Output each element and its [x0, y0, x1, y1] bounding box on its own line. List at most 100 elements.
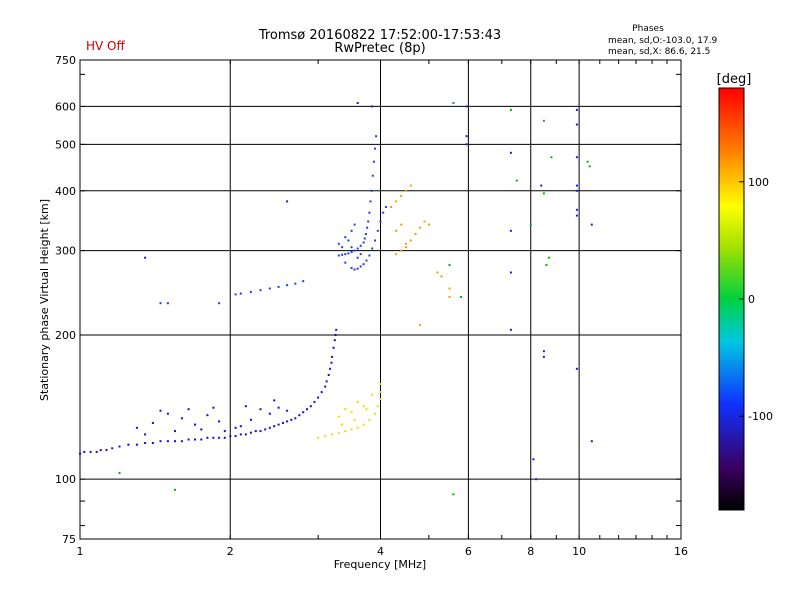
data-point: [151, 442, 154, 444]
data-point: [347, 239, 350, 242]
data-point: [356, 256, 359, 259]
data-point: [344, 408, 347, 411]
data-point: [259, 430, 262, 433]
y-tick-label: 300: [55, 245, 76, 258]
data-point: [586, 160, 589, 163]
colorbar-ticks: 100 0 -100: [739, 176, 773, 423]
chart-title: Tromsø 20160822 17:52:00-17:53:43: [258, 28, 501, 43]
data-point: [223, 436, 226, 439]
data-point: [218, 302, 221, 305]
data-point: [350, 267, 353, 269]
data-point: [395, 229, 398, 232]
data-point: [535, 478, 538, 481]
data-point: [286, 200, 289, 203]
data-point: [509, 108, 512, 111]
colorbar: [deg] 100 0 -100: [717, 72, 773, 511]
data-point: [144, 442, 147, 444]
data-point: [194, 438, 196, 441]
data-point: [353, 418, 356, 421]
data-points: [79, 102, 593, 496]
data-point: [331, 433, 334, 436]
data-point: [465, 143, 468, 146]
data-point: [590, 440, 593, 443]
phases-line-2: mean, sd,X: 86.6, 21.5: [608, 47, 710, 57]
data-point: [341, 253, 344, 256]
data-point: [575, 184, 578, 187]
data-point: [166, 412, 169, 415]
data-point: [350, 411, 353, 414]
data-point: [79, 452, 81, 455]
data-point: [329, 367, 332, 370]
data-point: [371, 393, 374, 396]
data-point: [89, 450, 92, 453]
data-point: [249, 418, 252, 421]
data-point: [440, 275, 443, 278]
data-point: [350, 229, 353, 232]
data-point: [135, 426, 138, 429]
y-tick-label: 600: [55, 100, 76, 113]
data-point: [218, 420, 221, 423]
data-point: [515, 179, 518, 182]
data-point: [575, 189, 578, 192]
data-point: [452, 493, 455, 496]
data-point: [273, 425, 276, 428]
data-point: [379, 398, 382, 400]
data-point: [509, 229, 512, 232]
data-point: [529, 223, 532, 226]
data-point: [118, 445, 121, 448]
data-point: [332, 346, 335, 349]
data-point: [542, 355, 545, 358]
data-point: [356, 400, 359, 403]
data-point: [374, 239, 376, 242]
data-point: [277, 285, 280, 288]
data-point: [509, 151, 512, 154]
data-point: [362, 263, 365, 266]
data-point: [180, 417, 183, 420]
data-point: [234, 293, 237, 296]
data-point: [268, 426, 271, 429]
data-point: [337, 431, 340, 434]
data-point: [317, 436, 320, 439]
data-point: [575, 108, 578, 111]
data-point: [239, 433, 242, 436]
data-point: [405, 189, 407, 192]
data-point: [374, 412, 376, 415]
data-point: [218, 436, 221, 439]
data-point: [290, 418, 293, 421]
data-point: [331, 355, 334, 358]
data-point: [395, 200, 398, 203]
data-point: [465, 135, 468, 138]
x-tick-label: 8: [527, 545, 534, 558]
data-point: [320, 391, 323, 394]
data-point: [371, 174, 374, 177]
data-point: [313, 400, 316, 403]
data-point: [400, 195, 403, 197]
data-point: [144, 433, 147, 436]
data-point: [309, 405, 312, 408]
x-axis-label: Frequency [MHz]: [334, 558, 426, 571]
data-point: [545, 264, 548, 266]
data-point: [374, 147, 376, 150]
y-axis-ticks: 75 100 200 300 400 500 600 750: [55, 54, 681, 546]
data-point: [419, 226, 421, 229]
data-point: [542, 350, 545, 353]
data-point: [187, 438, 190, 441]
data-point: [344, 236, 347, 239]
data-point: [286, 420, 289, 423]
data-point: [259, 408, 262, 411]
data-point: [540, 184, 543, 187]
data-point: [259, 289, 262, 292]
data-point: [294, 282, 297, 285]
data-point: [344, 430, 347, 433]
data-point: [327, 374, 330, 376]
data-point: [281, 422, 284, 424]
phases-title: Phases: [632, 24, 664, 34]
data-point: [448, 296, 451, 298]
data-point: [382, 211, 385, 214]
x-tick-label: 4: [377, 545, 384, 558]
colorbar-label: [deg]: [717, 72, 752, 87]
data-point: [249, 431, 252, 434]
data-point: [135, 443, 138, 446]
data-point: [174, 440, 176, 443]
